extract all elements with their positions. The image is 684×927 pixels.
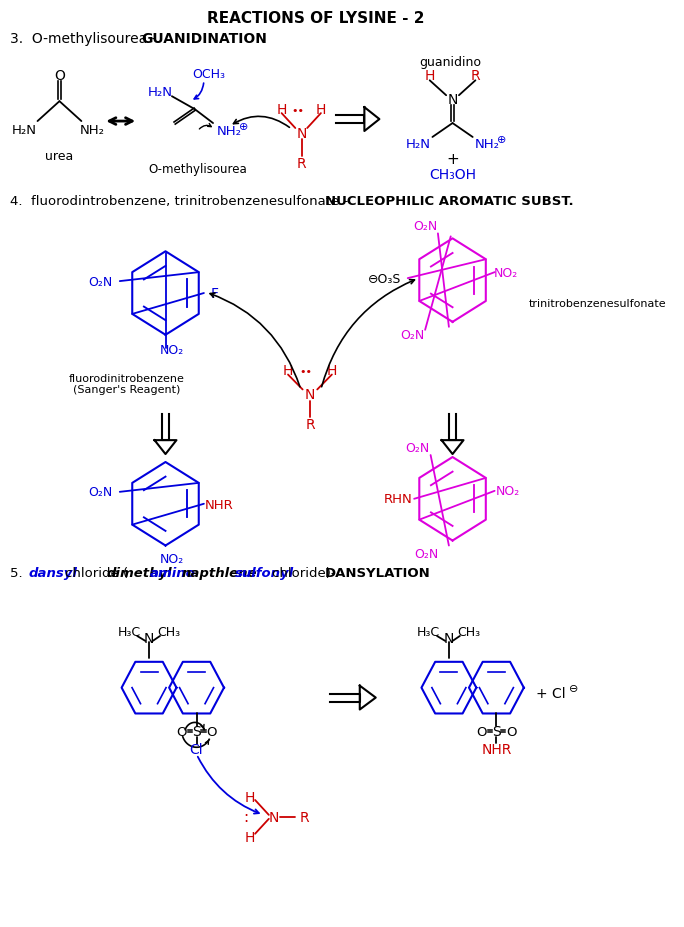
Text: H: H: [276, 103, 287, 117]
Text: amino: amino: [150, 566, 196, 579]
Text: Cl: Cl: [189, 743, 203, 756]
Text: 4.  fluorodintrobenzene, trinitrobenzenesulfonate -: 4. fluorodintrobenzene, trinitrobenzenes…: [10, 195, 352, 208]
Text: H: H: [244, 790, 255, 804]
Text: O₂N: O₂N: [88, 275, 113, 288]
Text: guanidino: guanidino: [420, 56, 482, 69]
Text: ••: ••: [291, 106, 304, 116]
Text: O: O: [54, 70, 65, 83]
Text: S: S: [492, 725, 501, 739]
Text: N: N: [297, 127, 307, 141]
Text: CH₃: CH₃: [458, 626, 481, 639]
Text: NUCLEOPHILIC AROMATIC SUBST.: NUCLEOPHILIC AROMATIC SUBST.: [325, 195, 573, 208]
Text: chloride)-: chloride)-: [272, 566, 339, 579]
Text: 3.  O-methylisourea -: 3. O-methylisourea -: [10, 32, 161, 45]
Text: R: R: [305, 418, 315, 432]
Text: NH₂: NH₂: [475, 138, 500, 151]
Text: O₂N: O₂N: [400, 329, 425, 342]
Text: chloride (: chloride (: [65, 566, 128, 579]
Text: ⊕: ⊕: [497, 134, 507, 145]
Text: N: N: [447, 93, 458, 108]
Text: H₃C: H₃C: [417, 626, 440, 639]
Text: ⊕: ⊕: [239, 121, 248, 132]
Text: OCH₃: OCH₃: [192, 68, 225, 81]
Text: R: R: [297, 157, 306, 171]
Text: ••: ••: [300, 366, 313, 376]
Text: H: H: [327, 363, 337, 377]
Text: N: N: [144, 631, 154, 645]
Text: H: H: [282, 363, 293, 377]
Text: H: H: [425, 70, 435, 83]
Text: S: S: [192, 725, 201, 739]
Text: trinitrobenzenesulfonate: trinitrobenzenesulfonate: [529, 298, 666, 309]
Text: O: O: [206, 725, 216, 738]
Text: N: N: [268, 810, 278, 824]
Text: CH₃: CH₃: [157, 626, 181, 639]
Text: R: R: [471, 70, 480, 83]
Text: NHR: NHR: [205, 499, 234, 512]
Text: sulfonyl: sulfonyl: [235, 566, 294, 579]
Text: NHR: NHR: [482, 743, 512, 756]
Text: +: +: [446, 152, 459, 167]
Text: 5.: 5.: [10, 566, 31, 579]
Text: H₂N: H₂N: [406, 138, 431, 151]
Text: N: N: [444, 631, 454, 645]
Text: RHN: RHN: [383, 493, 412, 506]
Text: NO₂: NO₂: [496, 485, 521, 498]
Text: O₂N: O₂N: [414, 547, 438, 560]
Text: NO₂: NO₂: [160, 552, 184, 565]
Text: GUANIDINATION: GUANIDINATION: [142, 32, 267, 45]
Text: N: N: [305, 388, 315, 402]
Text: napthlene: napthlene: [182, 566, 257, 579]
Text: O₂N: O₂N: [88, 486, 113, 499]
Text: dimethyl: dimethyl: [107, 566, 172, 579]
Text: O: O: [176, 725, 187, 738]
Text: NO₂: NO₂: [493, 266, 518, 279]
Text: ⊖O₃S: ⊖O₃S: [368, 273, 402, 286]
Text: NH₂: NH₂: [217, 125, 242, 138]
Text: NO₂: NO₂: [160, 344, 184, 357]
Text: O₂N: O₂N: [406, 441, 430, 454]
Text: F: F: [211, 286, 219, 300]
Text: ⊖: ⊖: [568, 683, 578, 692]
Text: O₂N: O₂N: [413, 220, 437, 233]
Text: H: H: [244, 830, 255, 844]
Text: (Sanger's Reagent): (Sanger's Reagent): [73, 385, 180, 395]
Text: fluorodinitrobenzene: fluorodinitrobenzene: [68, 373, 184, 383]
Text: REACTIONS OF LYSINE - 2: REACTIONS OF LYSINE - 2: [207, 11, 424, 26]
Text: H₂N: H₂N: [12, 123, 37, 136]
Text: O: O: [477, 725, 487, 738]
Text: urea: urea: [45, 150, 74, 163]
Text: O-methylisourea: O-methylisourea: [148, 163, 247, 176]
Text: NH₂: NH₂: [80, 123, 105, 136]
Text: dansyl: dansyl: [28, 566, 77, 579]
Text: CH₃OH: CH₃OH: [429, 168, 476, 182]
Text: H₃C: H₃C: [118, 626, 140, 639]
Text: R: R: [300, 810, 309, 824]
Text: H₂N: H₂N: [148, 85, 172, 98]
Text: DANSYLATION: DANSYLATION: [325, 566, 430, 579]
Text: + Cl: + Cl: [536, 686, 566, 700]
Text: O: O: [505, 725, 516, 738]
Text: H: H: [316, 103, 326, 117]
Text: :: :: [244, 809, 248, 824]
